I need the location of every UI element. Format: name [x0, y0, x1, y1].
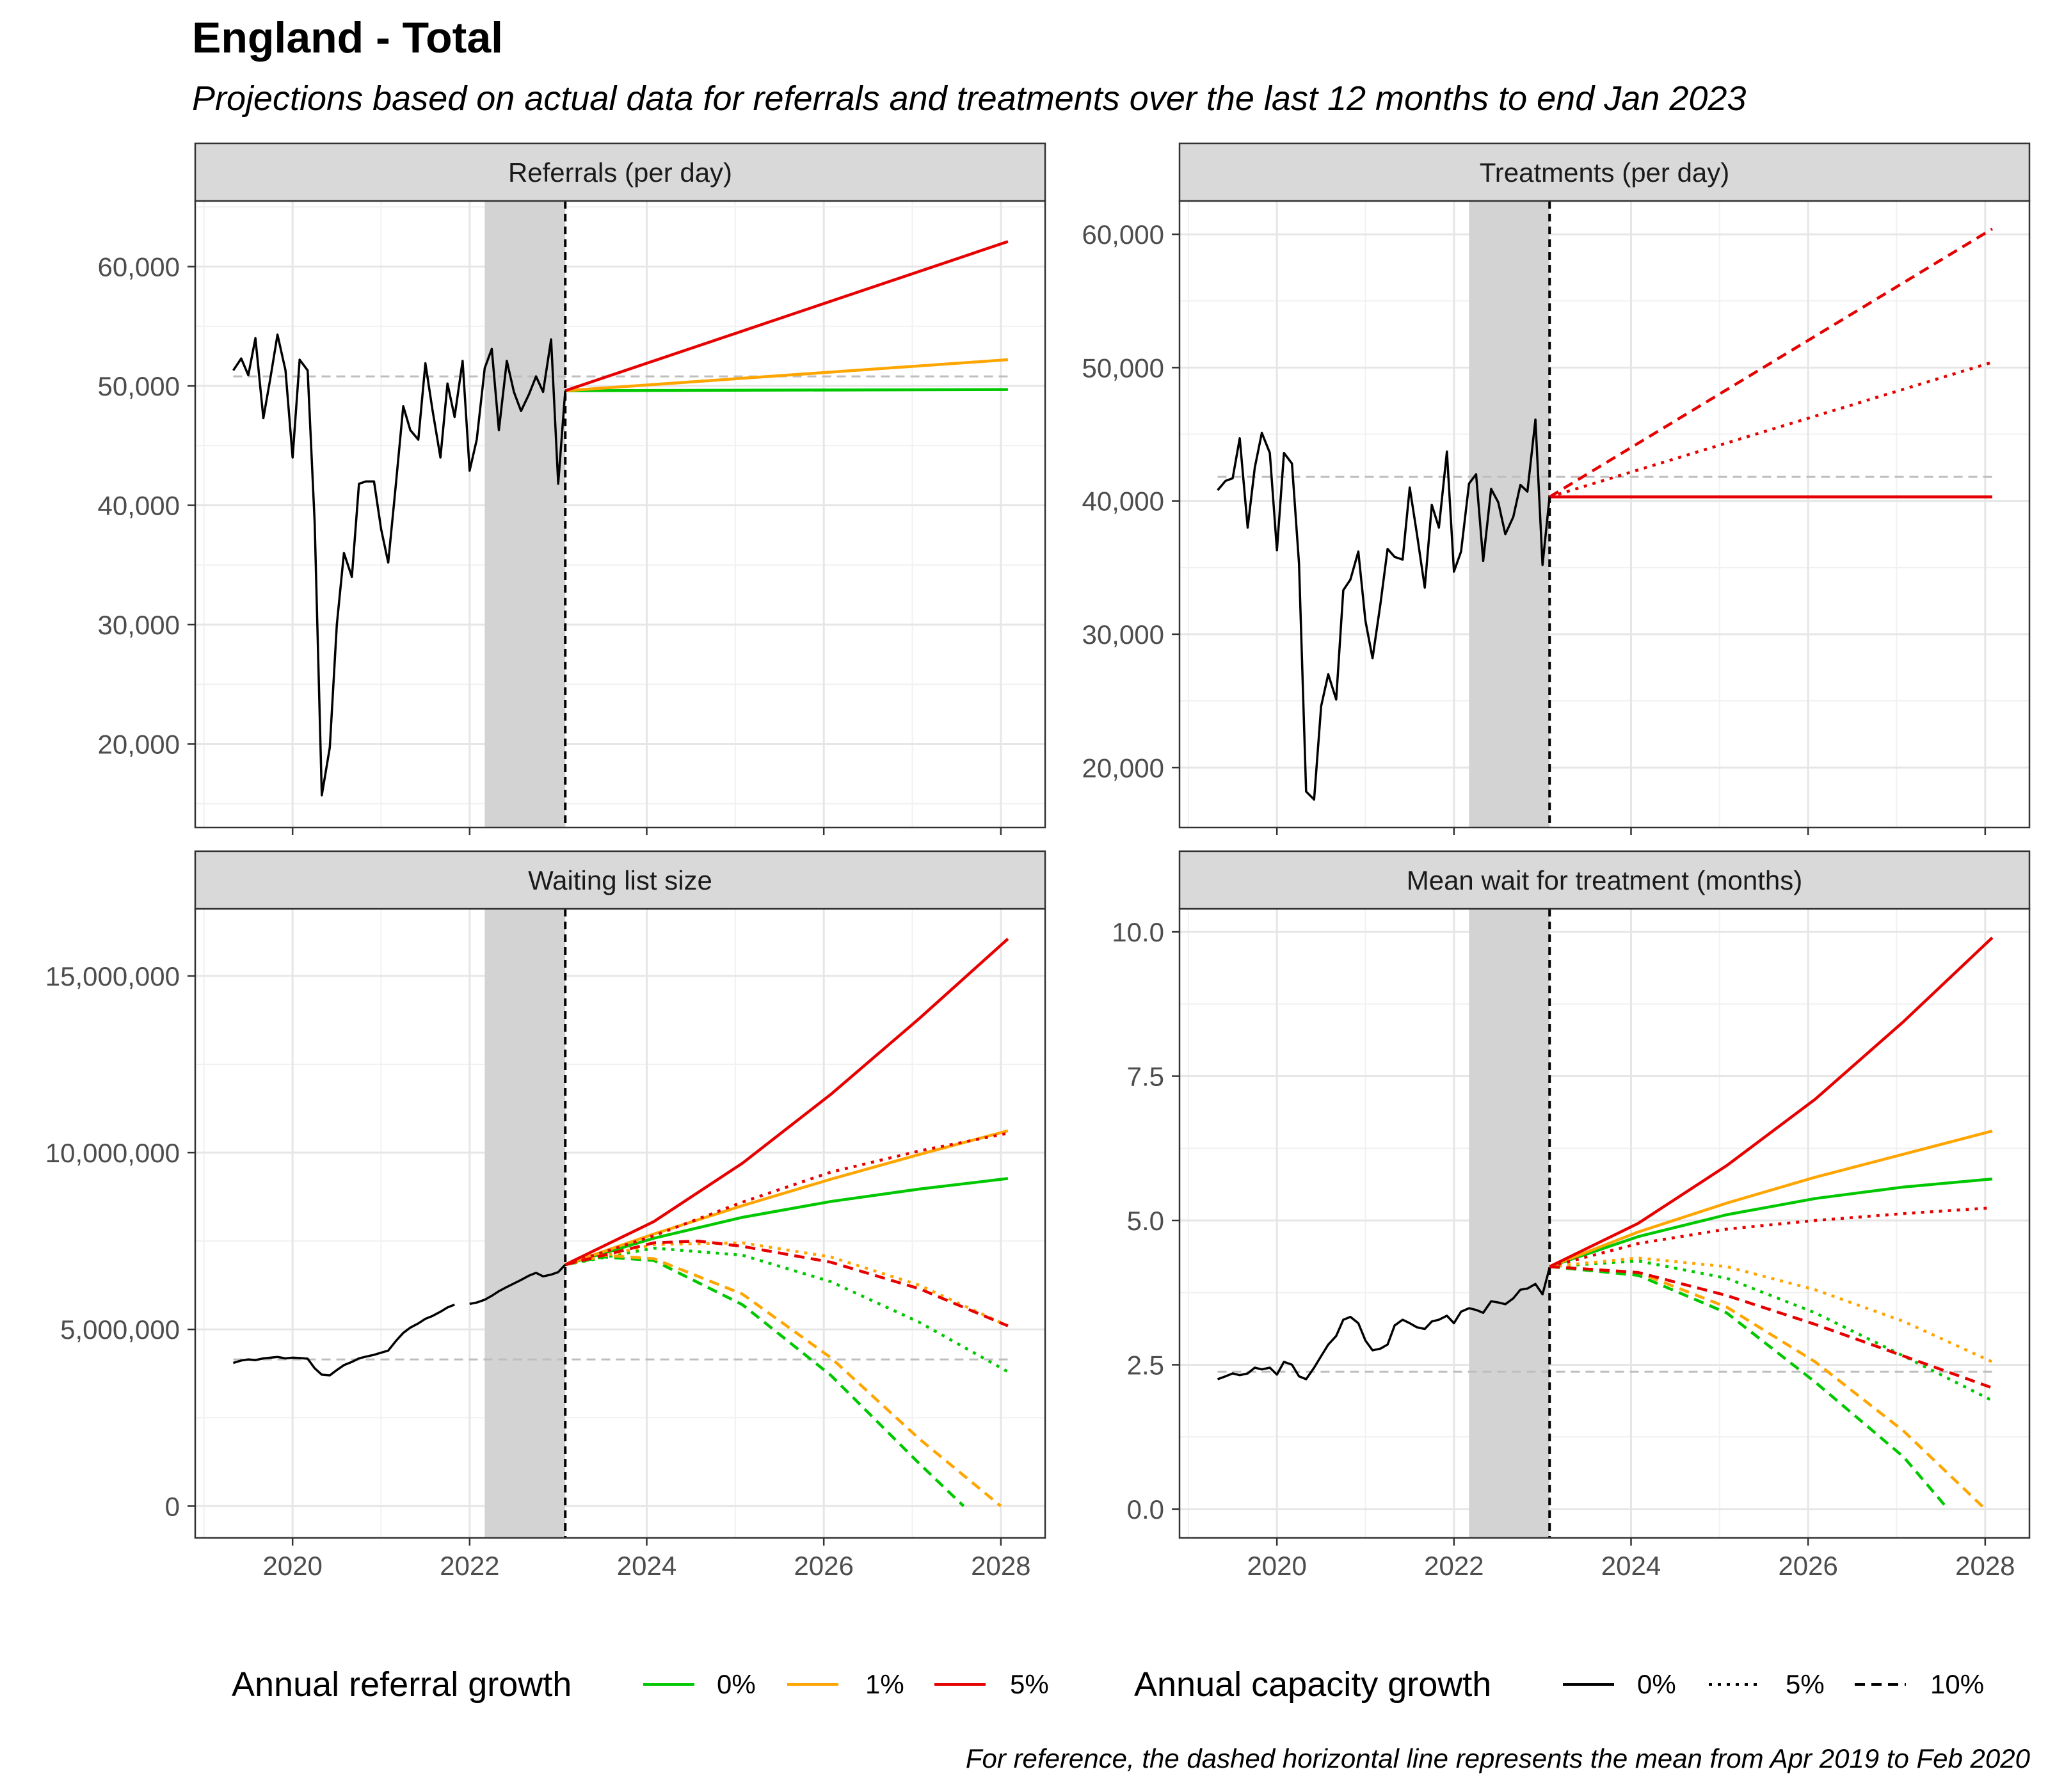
chart-title: England - Total [192, 13, 503, 62]
projection-series-growth-5pct-capacity-0pct [1549, 936, 1994, 1268]
shaded-period [484, 909, 566, 1538]
actual-data-line [1217, 418, 1551, 801]
facet-strip [1178, 850, 2031, 910]
y-tick-label: 15,000,000 [45, 961, 180, 991]
facet-strip [194, 850, 1046, 910]
y-tick-label: 5,000,000 [60, 1315, 180, 1345]
projection-series-growth-0pct-capacity-0pct [564, 1177, 1009, 1267]
chart-subtitle: Projections based on actual data for ref… [192, 79, 1746, 118]
x-tick-label: 2028 [971, 1551, 1030, 1581]
y-tick-label: 30,000 [98, 610, 180, 640]
actual-data-line [469, 1263, 566, 1306]
x-tick-label: 2026 [1778, 1551, 1837, 1581]
projection-series-growth-0pct-capacity-10pct [1549, 1265, 1949, 1510]
x-tick-label: 2022 [1424, 1551, 1484, 1581]
legend-label-capacity-1: 5% [1786, 1669, 1825, 1699]
projection-series-growth-5pct-capacity-10pct [564, 1239, 1009, 1327]
y-tick-label: 60,000 [1082, 220, 1164, 250]
legend-referral-growth: Annual referral growth 0% 1% 5% [232, 1665, 1049, 1704]
projection-series-growth-1pct-capacity-0pct [1549, 1130, 1993, 1268]
shaded-period [1469, 909, 1550, 1538]
x-tick-label: 2028 [1955, 1551, 2015, 1581]
projection-series-growth-5pct-capacity-5pct [1549, 1206, 1993, 1268]
y-tick-label: 50,000 [1082, 353, 1164, 383]
projection-series-growth-5pct-capacity-5pct [564, 1132, 1009, 1267]
projection-series-growth-1pct-capacity-0pct [564, 1129, 1009, 1267]
panel-background [1180, 201, 2029, 828]
legend-label-referral-0: 0% [717, 1669, 756, 1699]
y-tick-label: 7.5 [1127, 1062, 1164, 1092]
legend-label-referral-1: 1% [865, 1669, 904, 1699]
shaded-period [1469, 201, 1550, 828]
actual-data-line [1217, 1267, 1551, 1380]
panel-grid: Referrals (per day) 20,000 30,000 40,000 50,… [45, 142, 2031, 1581]
x-tick-label: 2022 [440, 1551, 499, 1581]
facet-strip [194, 142, 1046, 202]
panel-background [195, 201, 1045, 828]
projection-series-growth-0pct-capacity-5pct [1549, 1259, 1993, 1402]
panel-background [1180, 909, 2029, 1538]
projection-series-growth-5pct-capacity-0pct [564, 240, 1009, 392]
y-tick-label: 0.0 [1127, 1494, 1164, 1524]
projection-series-growth-5pct-capacity-0pct [564, 938, 1009, 1267]
x-tick-label: 2024 [1601, 1551, 1661, 1581]
x-tick-label: 2026 [794, 1551, 853, 1581]
y-tick-label: 10.0 [1112, 917, 1164, 947]
projection-series-growth-5pct-capacity-10pct [1549, 227, 1994, 499]
panel-background [195, 909, 1045, 1538]
projection-series-growth-5pct-capacity-10pct [1549, 1265, 1993, 1389]
y-tick-label: 40,000 [1082, 486, 1164, 516]
panel-waiting_list: Waiting list size 0 5,000,000 10,000,000 15,… [45, 850, 1046, 1581]
projection-series-growth-1pct-capacity-5pct [1549, 1256, 1993, 1363]
x-tick-label: 2020 [262, 1551, 322, 1581]
actual-data-line [232, 1303, 455, 1377]
shaded-period [484, 201, 566, 828]
facet-strip-label: Mean wait for treatment (months) [1407, 865, 1803, 895]
y-tick-label: 60,000 [98, 252, 180, 282]
chart-caption: For reference, the dashed horizontal lin… [966, 1743, 2031, 1773]
projection-series-growth-5pct-capacity-5pct [1549, 360, 1993, 499]
facet-strip-label: Treatments (per day) [1480, 157, 1730, 188]
x-tick-label: 2020 [1247, 1551, 1306, 1581]
x-tick-label: 2024 [617, 1551, 676, 1581]
legend-capacity-title: Annual capacity growth [1134, 1665, 1491, 1704]
panel-mean_wait: Mean wait for treatment (months) 0.0 2.5 5.… [1112, 850, 2031, 1581]
projection-series-growth-0pct-capacity-0pct [1549, 1177, 1993, 1268]
facet-strip-label: Waiting list size [528, 865, 712, 895]
legend-referral-title: Annual referral growth [232, 1665, 572, 1704]
y-tick-label: 5.0 [1127, 1206, 1164, 1236]
actual-data-line [232, 333, 566, 797]
projection-series-growth-1pct-capacity-5pct [564, 1241, 1009, 1327]
legend-label-capacity-2: 10% [1930, 1669, 1984, 1699]
y-tick-label: 40,000 [98, 491, 180, 521]
legend-label-capacity-0: 0% [1637, 1669, 1676, 1699]
projection-series-growth-1pct-capacity-0pct [565, 358, 1009, 392]
y-tick-label: 20,000 [98, 729, 180, 759]
projection-series-growth-0pct-capacity-0pct [565, 388, 1008, 392]
y-tick-label: 20,000 [1082, 753, 1164, 783]
legend-label-referral-2: 5% [1010, 1669, 1049, 1699]
facet-strip [1178, 142, 2031, 202]
y-tick-label: 2.5 [1127, 1350, 1164, 1380]
y-tick-label: 30,000 [1082, 620, 1164, 650]
projection-series-growth-0pct-capacity-5pct [564, 1246, 1009, 1373]
y-tick-label: 0 [165, 1491, 180, 1521]
legend-capacity-growth: Annual capacity growth 0% 5% 10% [1134, 1665, 1984, 1704]
facet-strip-label: Referrals (per day) [508, 157, 732, 188]
panel-treatments: Treatments (per day) 20,000 30,000 40,000 50… [1082, 142, 2031, 835]
y-tick-label: 10,000,000 [45, 1138, 180, 1168]
panel-referrals: Referrals (per day) 20,000 30,000 40,000 50,… [98, 142, 1046, 835]
y-tick-label: 50,000 [98, 371, 180, 401]
